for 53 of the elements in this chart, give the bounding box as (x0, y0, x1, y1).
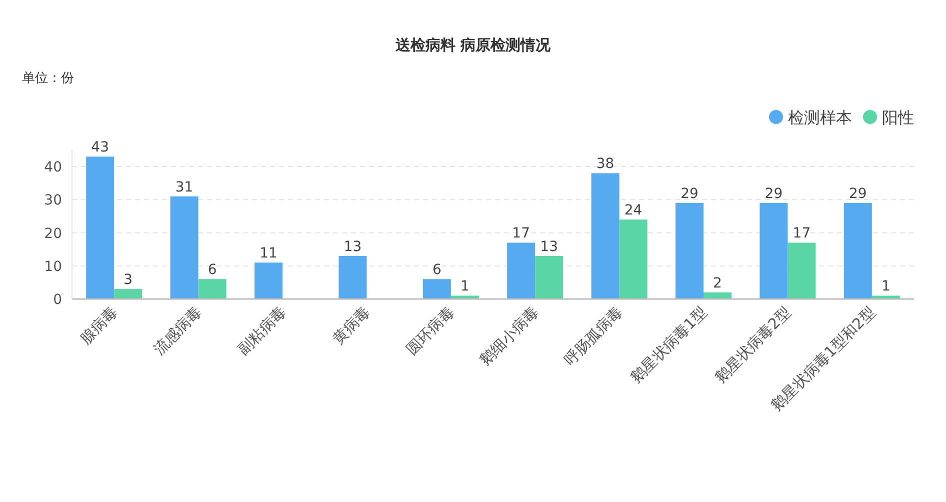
data-label: 13 (540, 238, 558, 255)
x-tick-label: 黄病毒 (328, 303, 374, 348)
x-tick-label: 呼肠孤病毒 (560, 303, 626, 369)
data-label: 6 (432, 262, 442, 278)
legend-label: 检测样本 (788, 108, 852, 127)
data-label: 1 (881, 278, 890, 295)
bar (254, 262, 282, 299)
x-tick-label: 腺病毒 (76, 303, 121, 348)
x-tick-label: 鹅星状病毒1型 (627, 303, 710, 386)
bar (170, 196, 198, 299)
data-label: 24 (624, 202, 642, 219)
bar (760, 202, 788, 299)
y-tick-label: 20 (44, 226, 62, 242)
x-tick-label: 鹅细小病毒 (476, 303, 542, 369)
data-label: 29 (848, 186, 867, 202)
text: 单位：份 (22, 71, 74, 86)
y-tick-label: 40 (44, 160, 62, 176)
data-label: 38 (596, 156, 614, 172)
data-label: 17 (792, 226, 811, 242)
bar (788, 242, 816, 299)
data-label: 29 (764, 186, 783, 202)
y-tick-label: 30 (44, 192, 62, 209)
data-label: 1 (460, 278, 470, 295)
bar (86, 156, 114, 299)
data-label: 6 (208, 262, 217, 278)
data-label: 13 (344, 238, 362, 255)
data-label: 29 (680, 186, 698, 202)
y-tick-label: 0 (53, 292, 62, 308)
bar (535, 256, 564, 299)
bar (422, 279, 451, 299)
bar (872, 296, 900, 299)
data-label: 11 (260, 246, 278, 262)
bar (198, 279, 226, 299)
x-tick-label: 圆环病毒 (402, 303, 458, 358)
data-label: 31 (175, 179, 194, 196)
data-label: 17 (512, 226, 530, 242)
data-label: 43 (91, 140, 110, 156)
y-tick-label: 10 (44, 258, 62, 275)
chart-title: 送检病料 病原检测情况 (394, 36, 552, 54)
bar (507, 242, 536, 299)
bar (844, 202, 872, 299)
bar (450, 296, 479, 299)
data-label: 3 (124, 272, 133, 288)
bar (704, 292, 732, 299)
legend-label: 阳性 (882, 108, 914, 127)
x-tick-label: 流感病毒 (150, 303, 206, 358)
bar (619, 220, 648, 299)
bar (676, 202, 704, 299)
bar (338, 256, 367, 299)
x-tick-label: 副粘病毒 (234, 303, 290, 358)
data-label: 2 (713, 275, 722, 292)
bar (591, 173, 620, 299)
bar (114, 289, 142, 299)
